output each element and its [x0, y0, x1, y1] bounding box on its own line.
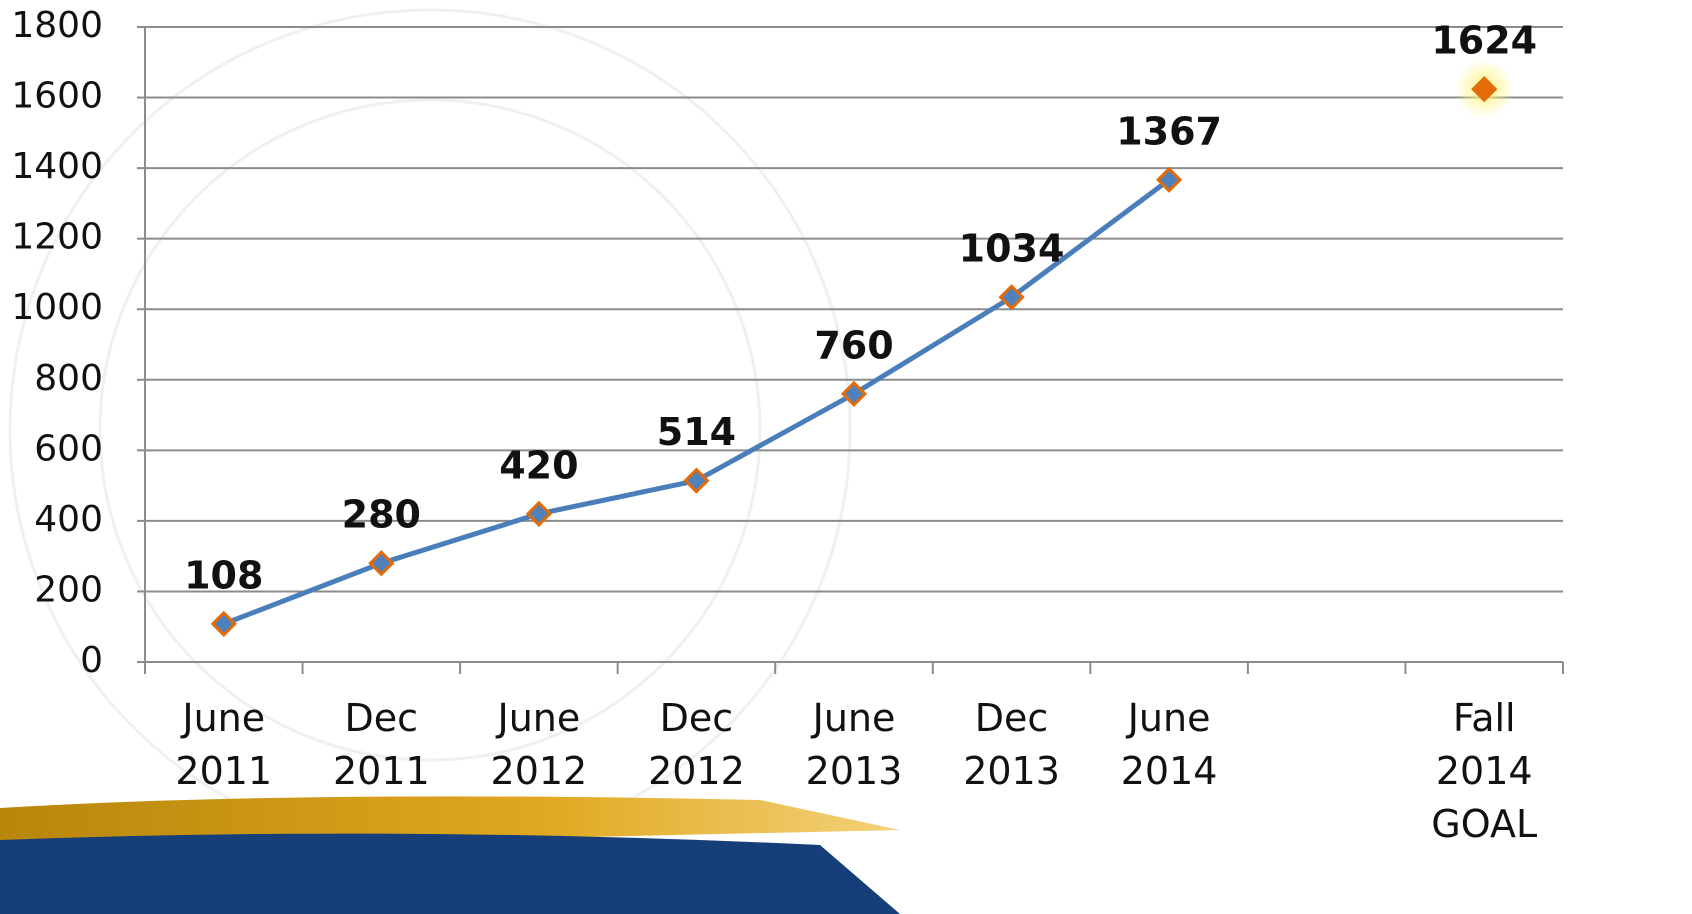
data-label: 1034	[959, 227, 1065, 271]
y-tick-label: 1400	[11, 146, 103, 187]
y-tick-label: 1200	[11, 217, 103, 258]
data-label: 420	[499, 443, 578, 487]
y-tick-label: 400	[34, 499, 103, 540]
y-tick-label: 600	[34, 428, 103, 469]
y-tick-label: 800	[34, 358, 103, 399]
y-tick-label: 0	[80, 640, 103, 681]
data-label: 1367	[1116, 109, 1222, 153]
y-tick-label: 200	[34, 569, 103, 610]
data-label: 108	[184, 553, 263, 597]
y-tick-label: 1800	[11, 5, 103, 46]
data-label: 514	[657, 410, 736, 454]
data-label: 280	[342, 493, 421, 537]
chart: 0 200 400 600 800 1000 1200 1400 1600 1800 June201…	[0, 0, 1692, 914]
y-tick-label: 1000	[11, 287, 103, 328]
data-label: 1624	[1431, 19, 1537, 63]
marker	[370, 552, 392, 574]
marker	[213, 613, 235, 635]
footer-swoosh-blue	[0, 834, 900, 914]
data-label: 760	[814, 323, 893, 367]
marker	[685, 470, 707, 492]
y-tick-label: 1600	[11, 76, 103, 117]
